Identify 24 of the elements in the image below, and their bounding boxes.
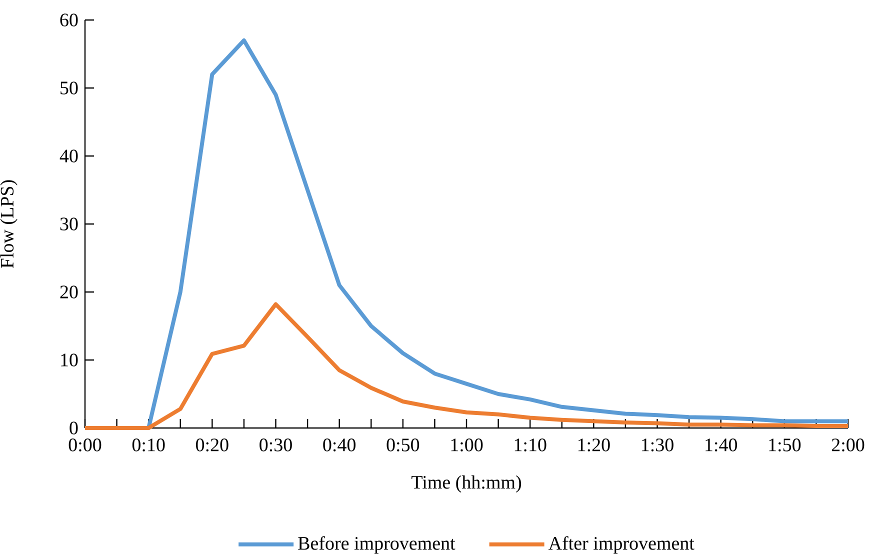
x-tick-label: 0:00 bbox=[68, 438, 102, 452]
x-tick-label: 1:30 bbox=[642, 438, 674, 452]
y-tick-label: 60 bbox=[60, 14, 78, 26]
y-axis-title: Flow (LPS) bbox=[0, 180, 18, 268]
x-axis-title: Time (hh:mm) bbox=[412, 475, 522, 493]
y-tick-label: 40 bbox=[60, 150, 78, 162]
x-tick-label: 1:50 bbox=[769, 438, 801, 452]
x-tick-label: 0:10 bbox=[132, 438, 165, 452]
legend-label: Before improvement bbox=[298, 536, 456, 554]
x-tick-label: 1:10 bbox=[514, 438, 546, 452]
legend-label: After improvement bbox=[548, 536, 694, 554]
x-tick-label: 1:00 bbox=[451, 438, 483, 452]
y-tick-label: 20 bbox=[60, 286, 78, 298]
x-tick-label: 0:50 bbox=[386, 438, 420, 452]
y-tick-label: 50 bbox=[60, 82, 78, 94]
x-tick-label: 1:40 bbox=[706, 438, 738, 452]
y-tick-label: 0 bbox=[70, 422, 78, 434]
x-tick-label: 1:20 bbox=[578, 438, 610, 452]
x-tick-label: 0:20 bbox=[196, 438, 228, 452]
x-tick-label: 0:30 bbox=[260, 438, 292, 452]
y-tick-label: 30 bbox=[60, 218, 78, 230]
y-tick-label: 10 bbox=[61, 354, 78, 366]
x-tick-label: 2:00 bbox=[832, 438, 864, 452]
x-tick-label: 0:40 bbox=[323, 438, 356, 452]
